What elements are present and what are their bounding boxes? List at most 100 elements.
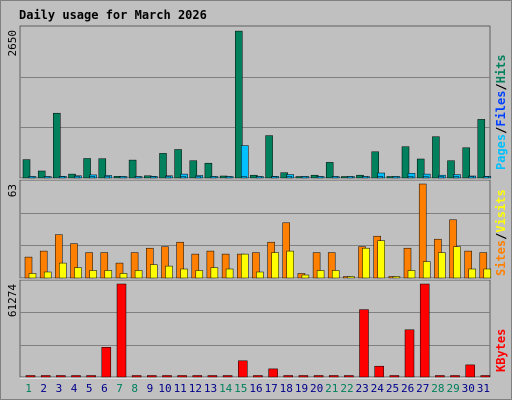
bar-pages-1 (28, 176, 35, 179)
bar-kbytes-21 (328, 375, 339, 378)
bar-kbytes-23 (359, 309, 369, 378)
bar-kbytes-26 (404, 329, 415, 378)
x-tick-label-20: 20 (310, 382, 323, 395)
bar-sites-3 (59, 262, 67, 279)
x-tick-label-22: 22 (340, 382, 353, 395)
bar-pages-14 (225, 176, 232, 179)
bar-hits-27 (416, 158, 425, 179)
x-tick-label-2: 2 (40, 382, 47, 395)
panel-kbytes: 61274 (6, 279, 491, 379)
bar-hits-8 (128, 159, 137, 179)
bar-pages-18 (286, 176, 292, 179)
bar-pages-7 (119, 176, 126, 179)
legend-text: Sites/Visits (494, 189, 508, 276)
bar-visits-2 (39, 250, 48, 279)
bar-pages-27 (422, 176, 429, 179)
series-pages (28, 176, 490, 179)
bar-sites-18 (286, 250, 294, 279)
bar-pages-16 (256, 176, 262, 179)
bar-visits-31 (479, 252, 488, 279)
bar-kbytes-9 (147, 375, 157, 378)
x-tick-label-5: 5 (86, 382, 93, 395)
bar-pages-11 (180, 176, 186, 179)
bar-kbytes-18 (283, 375, 293, 378)
x-tick-label-16: 16 (249, 382, 262, 395)
bar-pages-25 (392, 176, 399, 179)
bar-pages-30 (468, 176, 474, 179)
x-tick-label-29: 29 (446, 382, 459, 395)
bar-visits-5 (85, 252, 93, 279)
bar-pages-24 (377, 176, 383, 179)
legend-item-sites: Sites (494, 240, 508, 276)
bar-pages-22 (347, 176, 353, 179)
bar-pages-29 (453, 176, 459, 179)
legend-item-kbytes: KBytes (494, 329, 508, 372)
bar-kbytes-28 (435, 375, 445, 378)
bar-hits-12 (189, 160, 198, 179)
bar-sites-11 (180, 268, 188, 279)
bar-kbytes-19 (298, 375, 309, 378)
bar-visits-30 (464, 250, 472, 279)
bar-sites-16 (256, 271, 264, 279)
series-visits (24, 183, 488, 279)
series-kbytes (25, 283, 491, 378)
x-tick-label-6: 6 (101, 382, 108, 395)
bar-kbytes-29 (450, 375, 460, 378)
bar-pages-28 (438, 176, 444, 179)
bar-kbytes-13 (207, 375, 218, 378)
legend-item-hits: Hits (494, 54, 508, 83)
bar-pages-13 (210, 176, 217, 179)
x-tick-label-8: 8 (131, 382, 138, 395)
panel-background (19, 25, 491, 179)
bar-sites-13 (210, 267, 219, 279)
bar-sites-4 (74, 267, 82, 279)
bar-visits-8 (130, 252, 139, 279)
bar-visits-3 (55, 234, 63, 279)
bar-kbytes-15 (238, 360, 248, 378)
bar-kbytes-12 (192, 375, 203, 378)
bar-pages-5 (89, 176, 95, 179)
x-tick-label-9: 9 (147, 382, 154, 395)
bar-kbytes-27 (419, 283, 430, 378)
bar-sites-12 (195, 270, 204, 279)
bar-pages-23 (362, 176, 368, 179)
bar-visits-10 (161, 246, 169, 279)
bar-kbytes-3 (56, 375, 66, 378)
bar-pages-4 (74, 176, 80, 179)
bar-kbytes-1 (25, 375, 36, 378)
bar-visits-18 (282, 222, 290, 279)
x-tick-label-31: 31 (477, 382, 490, 395)
bar-hits-31 (477, 119, 486, 179)
x-tick-label-10: 10 (158, 382, 171, 395)
bar-pages-3 (59, 176, 65, 179)
x-tick-label-19: 19 (295, 382, 308, 395)
bar-sites-20 (316, 270, 325, 279)
bar-pages-10 (165, 176, 171, 179)
bar-files-15 (241, 145, 249, 179)
bar-sites-22 (347, 276, 355, 279)
bar-kbytes-24 (374, 365, 384, 378)
legend-kbytes: KBytes (494, 329, 508, 372)
bar-sites-23 (362, 247, 370, 279)
bar-kbytes-5 (86, 375, 96, 378)
x-tick-label-11: 11 (174, 382, 187, 395)
bar-kbytes-4 (71, 375, 81, 378)
x-tick-label-25: 25 (386, 382, 399, 395)
panel-hits-files-pages: 2650 (6, 25, 492, 180)
bar-kbytes-7 (116, 283, 127, 378)
bar-hits-10 (159, 153, 167, 179)
bar-sites-9 (150, 264, 158, 279)
bar-kbytes-20 (313, 375, 324, 378)
legend-item-pages: Pages (494, 134, 508, 170)
legend-item-visits: Visits (494, 189, 508, 232)
bar-sites-8 (134, 270, 143, 279)
bar-kbytes-14 (222, 375, 233, 378)
bar-hits-15 (235, 30, 243, 179)
bar-sites-31 (483, 268, 492, 279)
bar-kbytes-8 (131, 375, 142, 378)
bar-pages-6 (104, 176, 111, 179)
max-label: 2650 (6, 30, 19, 57)
x-tick-label-24: 24 (371, 382, 385, 395)
bar-pages-26 (407, 176, 414, 179)
bar-pages-20 (316, 176, 323, 179)
